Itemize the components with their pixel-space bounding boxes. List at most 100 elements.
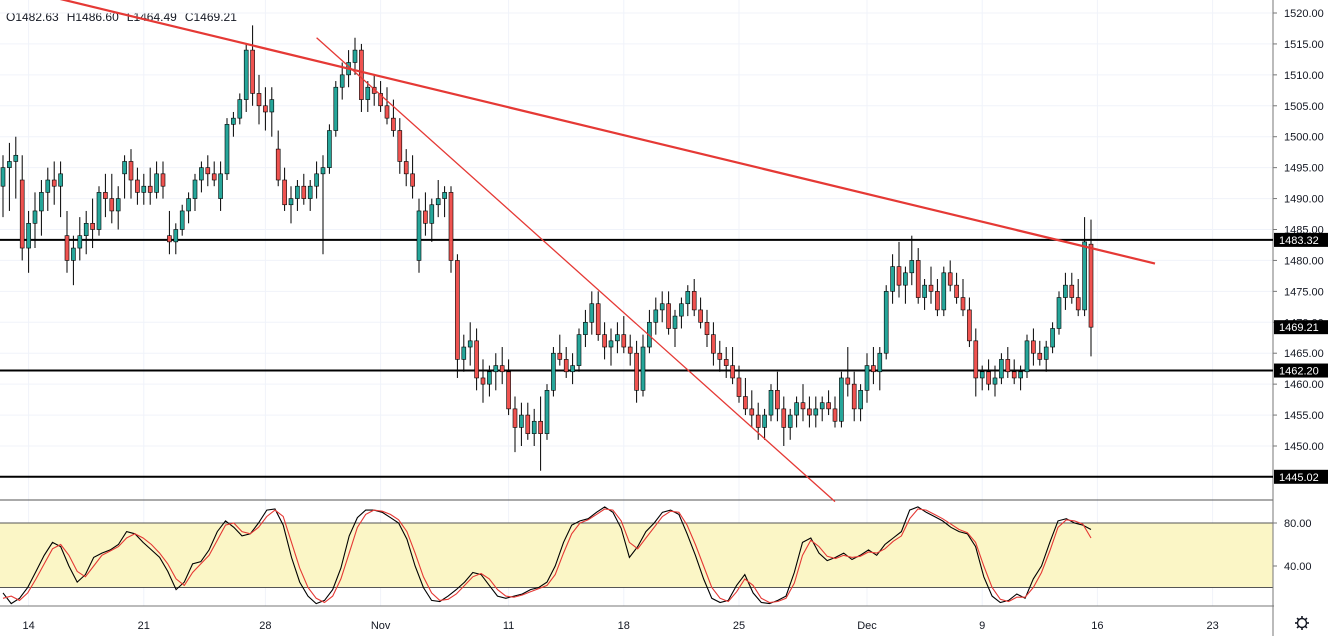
candle — [192, 173, 198, 211]
candle-body — [768, 390, 774, 416]
candle — [768, 384, 774, 422]
candle — [275, 130, 281, 187]
candle-body — [397, 130, 403, 162]
candle-body — [423, 210, 428, 224]
candle — [352, 37, 358, 75]
candle-body — [743, 396, 748, 410]
candle-body — [967, 309, 972, 342]
candle — [941, 266, 947, 317]
candle — [647, 309, 652, 354]
candle-body — [903, 272, 908, 286]
candle — [480, 359, 486, 403]
candle — [922, 278, 927, 310]
price-axis[interactable]: 1520.00 1515.00 1510.00 1505.00 1500.00 1495.… — [1273, 8, 1324, 453]
candle-body — [288, 198, 294, 206]
candle-body — [864, 365, 870, 391]
candle-body — [557, 352, 563, 360]
candle — [301, 173, 307, 205]
time-axis-label: 25 — [733, 620, 745, 632]
stoch-axis[interactable]: 80.00 40.00 — [1273, 518, 1312, 573]
candle — [410, 155, 415, 199]
candle — [26, 210, 31, 273]
candle — [506, 359, 511, 416]
candle-body — [723, 359, 729, 366]
candle-body — [1011, 371, 1017, 379]
level-price-tag-label: 1483.32 — [1279, 235, 1319, 247]
candle — [365, 81, 371, 112]
candle — [128, 149, 134, 199]
time-axis-label: 9 — [979, 620, 985, 632]
candle — [1031, 328, 1036, 366]
candle — [967, 297, 972, 348]
candle-body — [749, 408, 755, 416]
candles — [0, 25, 1094, 471]
candle-body — [659, 303, 665, 311]
candle-body — [563, 359, 569, 373]
candle — [749, 390, 755, 428]
candle-body — [365, 86, 371, 100]
candle-body — [685, 291, 691, 305]
candle — [32, 192, 38, 249]
candle — [282, 167, 287, 211]
candle — [576, 328, 582, 372]
candle-body — [512, 408, 518, 428]
candle-body — [973, 340, 979, 379]
candle — [474, 328, 479, 391]
stoch-k-line — [2, 506, 1092, 605]
time-axis[interactable]: 14 21 28 Nov 11 18 25 Dec 9 16 23 — [22, 620, 1218, 632]
candle-body — [851, 383, 857, 410]
candle-body — [583, 321, 588, 335]
candle — [1037, 340, 1043, 366]
candle — [531, 408, 537, 446]
level-price-tag: 1483.32 — [1274, 232, 1328, 247]
candle — [1069, 272, 1075, 304]
candle-body — [736, 377, 742, 397]
candle — [851, 371, 857, 422]
candle-body — [621, 334, 627, 348]
settings-gear-icon[interactable] — [1295, 616, 1309, 630]
candle-body — [960, 297, 966, 311]
candle-body — [186, 198, 191, 212]
candle-body — [890, 266, 895, 292]
candle — [237, 93, 243, 125]
price-axis-label: 1460.00 — [1284, 379, 1324, 391]
candle-body — [506, 371, 511, 410]
candle-body — [26, 223, 31, 249]
candle-body — [122, 161, 127, 175]
candle — [160, 161, 166, 199]
candle — [666, 291, 671, 335]
candle-body — [839, 377, 844, 422]
candle — [64, 210, 70, 273]
candle-body — [103, 192, 108, 199]
candle — [448, 186, 454, 273]
candle — [717, 340, 723, 372]
candle — [0, 155, 6, 218]
candle — [794, 396, 799, 428]
level-price-tag-bg — [1274, 232, 1328, 247]
stochastic-oscillator — [2, 506, 1092, 605]
last-price-tag: 1469.21 — [1274, 320, 1328, 335]
candle-body — [32, 210, 38, 224]
candle — [679, 297, 684, 329]
candle-body — [359, 49, 364, 100]
price-axis-label: 1450.00 — [1284, 441, 1324, 453]
price-axis-label: 1515.00 — [1284, 39, 1324, 51]
candle-body — [826, 402, 831, 410]
candle-body — [173, 229, 179, 243]
level-price-tag-bg — [1274, 469, 1328, 484]
trendline-upper[interactable] — [3, 0, 1156, 265]
candle-body — [333, 86, 339, 131]
candle — [205, 155, 211, 187]
candle — [295, 180, 300, 211]
trendline-lower[interactable] — [316, 37, 836, 503]
candle — [551, 347, 556, 397]
candle-body — [730, 365, 735, 379]
candle-body — [192, 179, 198, 199]
candle — [429, 198, 435, 242]
candle-body — [314, 173, 319, 187]
candle-body — [595, 303, 601, 335]
candle-body — [410, 173, 415, 187]
candle-body — [243, 49, 249, 100]
time-axis-label: 14 — [22, 620, 34, 632]
